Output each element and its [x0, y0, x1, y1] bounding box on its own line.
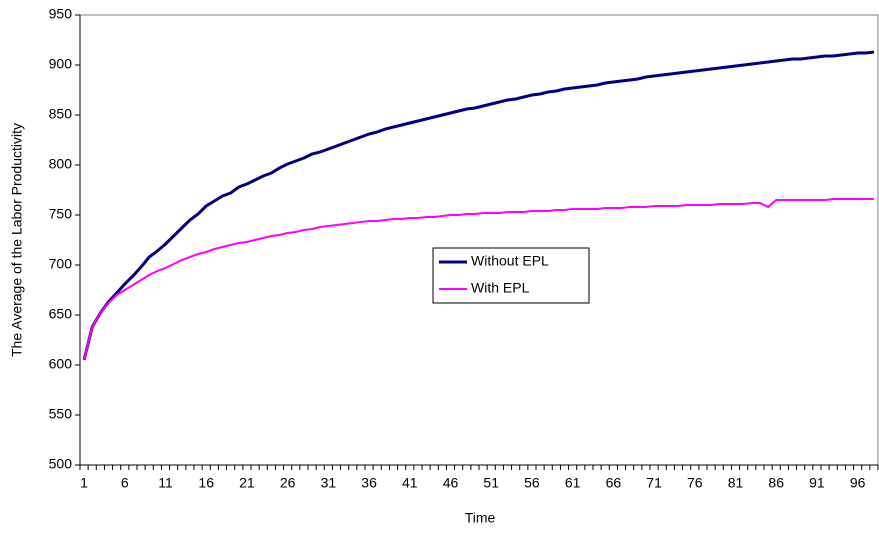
y-tick-label: 900	[49, 56, 73, 72]
x-axis-title: Time	[465, 510, 496, 526]
y-axis-title: The Average of the Labor Productivity	[9, 123, 25, 357]
y-tick-label: 700	[49, 256, 73, 272]
legend-label: Without EPL	[471, 253, 549, 269]
y-tick-label: 750	[49, 206, 73, 222]
x-tick-label: 76	[687, 475, 703, 491]
legend-box	[432, 247, 590, 304]
x-tick-label: 86	[768, 475, 784, 491]
series-line	[82, 50, 875, 361]
series-line	[83, 198, 874, 361]
y-tick-label: 950	[49, 6, 73, 22]
x-tick-label: 31	[321, 475, 337, 491]
x-tick-label: 1	[80, 475, 88, 491]
x-tick-label: 61	[565, 475, 581, 491]
x-tick-label: 11	[158, 475, 173, 491]
x-tick-label: 41	[402, 475, 418, 491]
x-tick-label: 91	[809, 475, 825, 491]
x-tick-label: 66	[606, 475, 622, 491]
legend-label: With EPL	[471, 280, 530, 296]
x-tick-label: 21	[239, 475, 255, 491]
x-tick-label: 51	[483, 475, 499, 491]
y-tick-label: 600	[49, 356, 73, 372]
plot-area	[79, 14, 879, 466]
y-tick-label: 500	[49, 456, 73, 472]
x-tick-label: 96	[850, 475, 866, 491]
y-tick-label: 650	[49, 306, 73, 322]
x-tick-label: 71	[646, 475, 662, 491]
x-tick-label: 6	[121, 475, 129, 491]
x-tick-label: 56	[524, 475, 540, 491]
y-tick-label: 550	[49, 406, 73, 422]
x-tick-label: 81	[728, 475, 744, 491]
y-tick-label: 800	[49, 156, 73, 172]
x-tick-label: 46	[443, 475, 459, 491]
y-tick-label: 850	[49, 106, 73, 122]
x-tick-label: 16	[198, 475, 214, 491]
x-tick-label: 26	[280, 475, 296, 491]
x-tick-label: 36	[361, 475, 377, 491]
